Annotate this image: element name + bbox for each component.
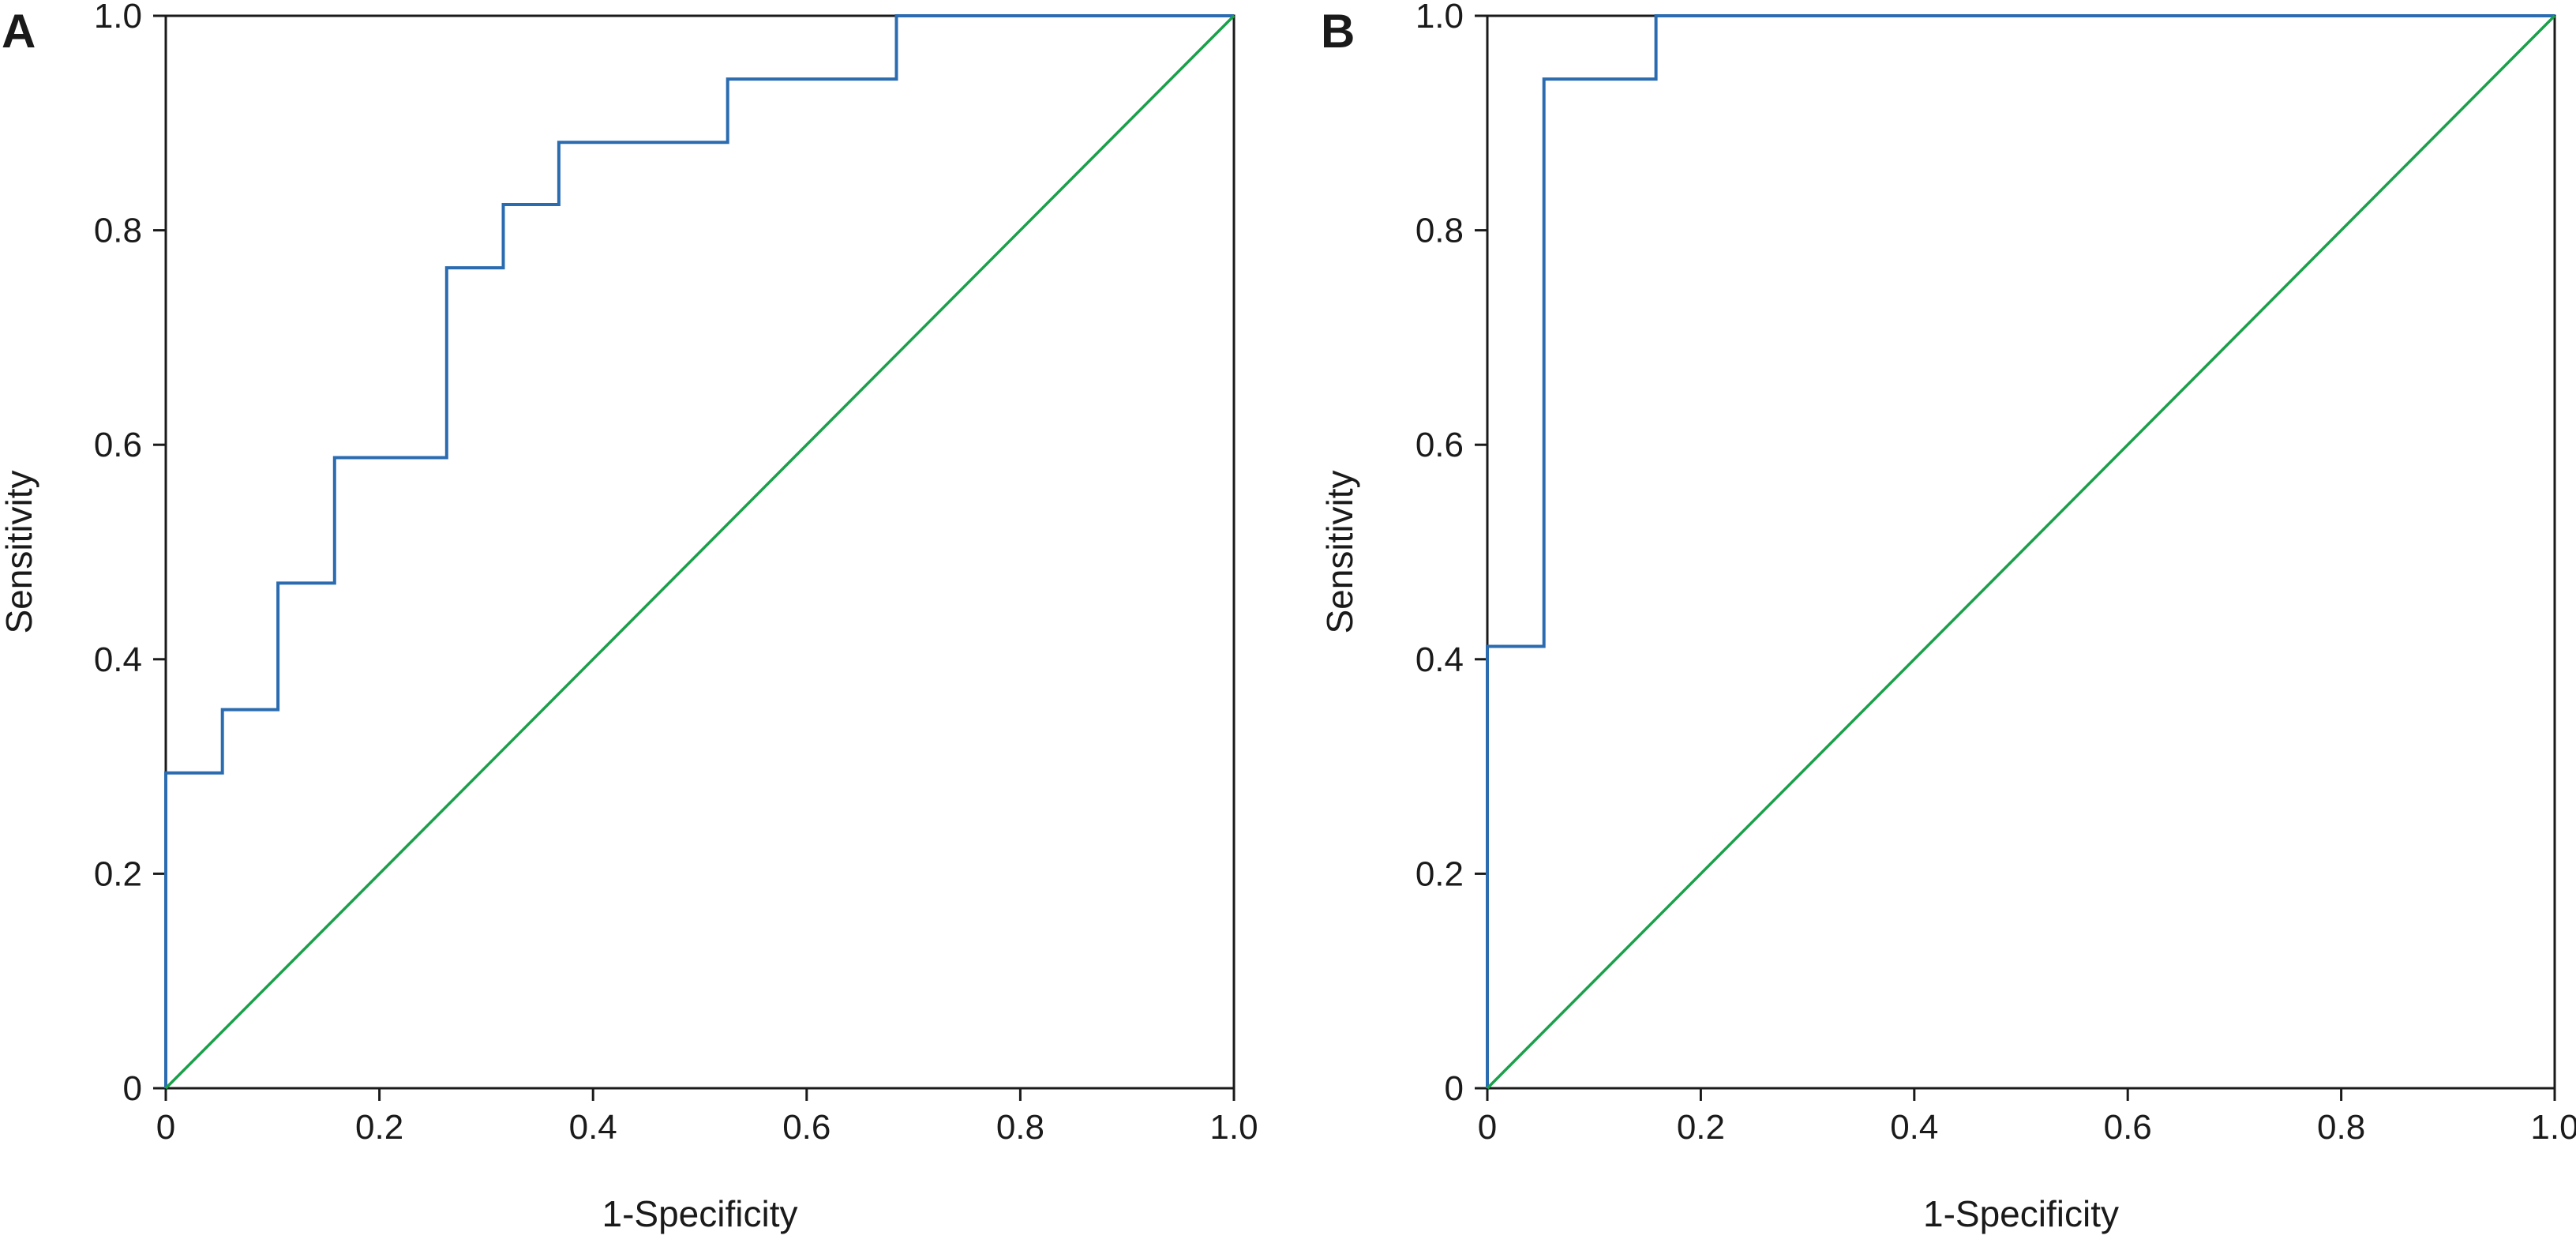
panel-label: B xyxy=(1321,5,1355,58)
y-tick-label: 1.0 xyxy=(1415,0,1464,36)
x-axis-title: 1-Specificity xyxy=(1923,1193,2119,1234)
reference-diagonal-line xyxy=(164,14,1236,1090)
plot-frame xyxy=(164,14,1236,1090)
x-tick-label: 0.6 xyxy=(782,1108,831,1147)
panel-label: A xyxy=(2,5,36,58)
y-axis-title: Sensitivity xyxy=(0,470,39,633)
x-tick-label: 1.0 xyxy=(1209,1108,1258,1147)
y-tick-label: 0.4 xyxy=(94,640,142,679)
x-axis-title: 1-Specificity xyxy=(602,1193,798,1234)
x-tick-label: 0.8 xyxy=(996,1108,1044,1147)
chart-panel-b: 0 0.2 0.4 0.6 0.8 1.0 0 0.2 0.4 0.6 0.8 1.0 1-Specif… xyxy=(1319,0,2576,1234)
chart-panel-a: 0 0.2 0.4 0.6 0.8 1.0 0 0.2 0.4 0.6 0.8 1.0 1-Specif… xyxy=(0,0,1258,1234)
y-tick-label: 0.8 xyxy=(94,212,142,250)
reference-diagonal-line xyxy=(1486,14,2556,1090)
x-tick-label: 0.4 xyxy=(1890,1108,1938,1147)
x-tick-label: 0.6 xyxy=(2104,1108,2152,1147)
x-tick-label: 0.8 xyxy=(2317,1108,2365,1147)
roc-curve xyxy=(164,14,1234,1088)
x-tick-label: 1.0 xyxy=(2530,1108,2576,1147)
y-tick-label: 0.2 xyxy=(94,854,142,893)
y-tick-label: 0.4 xyxy=(1415,640,1464,679)
x-tick-label: 0.2 xyxy=(355,1108,403,1147)
y-axis-title: Sensitivity xyxy=(1319,470,1360,633)
y-tick-label: 0.2 xyxy=(1415,854,1464,893)
x-tick-label: 0.4 xyxy=(569,1108,617,1147)
x-tick-label: 0 xyxy=(156,1108,175,1147)
roc-curve xyxy=(1486,14,2555,1088)
y-tick-label: 0 xyxy=(1445,1069,1464,1108)
x-tick-label: 0 xyxy=(1478,1108,1497,1147)
y-tick-label: 0.8 xyxy=(1415,212,1464,250)
y-tick-label: 0 xyxy=(123,1069,142,1108)
y-tick-label: 0.6 xyxy=(94,426,142,464)
x-tick-label: 0.2 xyxy=(1677,1108,1725,1147)
y-tick-label: 1.0 xyxy=(94,0,142,36)
y-tick-label: 0.6 xyxy=(1415,426,1464,464)
